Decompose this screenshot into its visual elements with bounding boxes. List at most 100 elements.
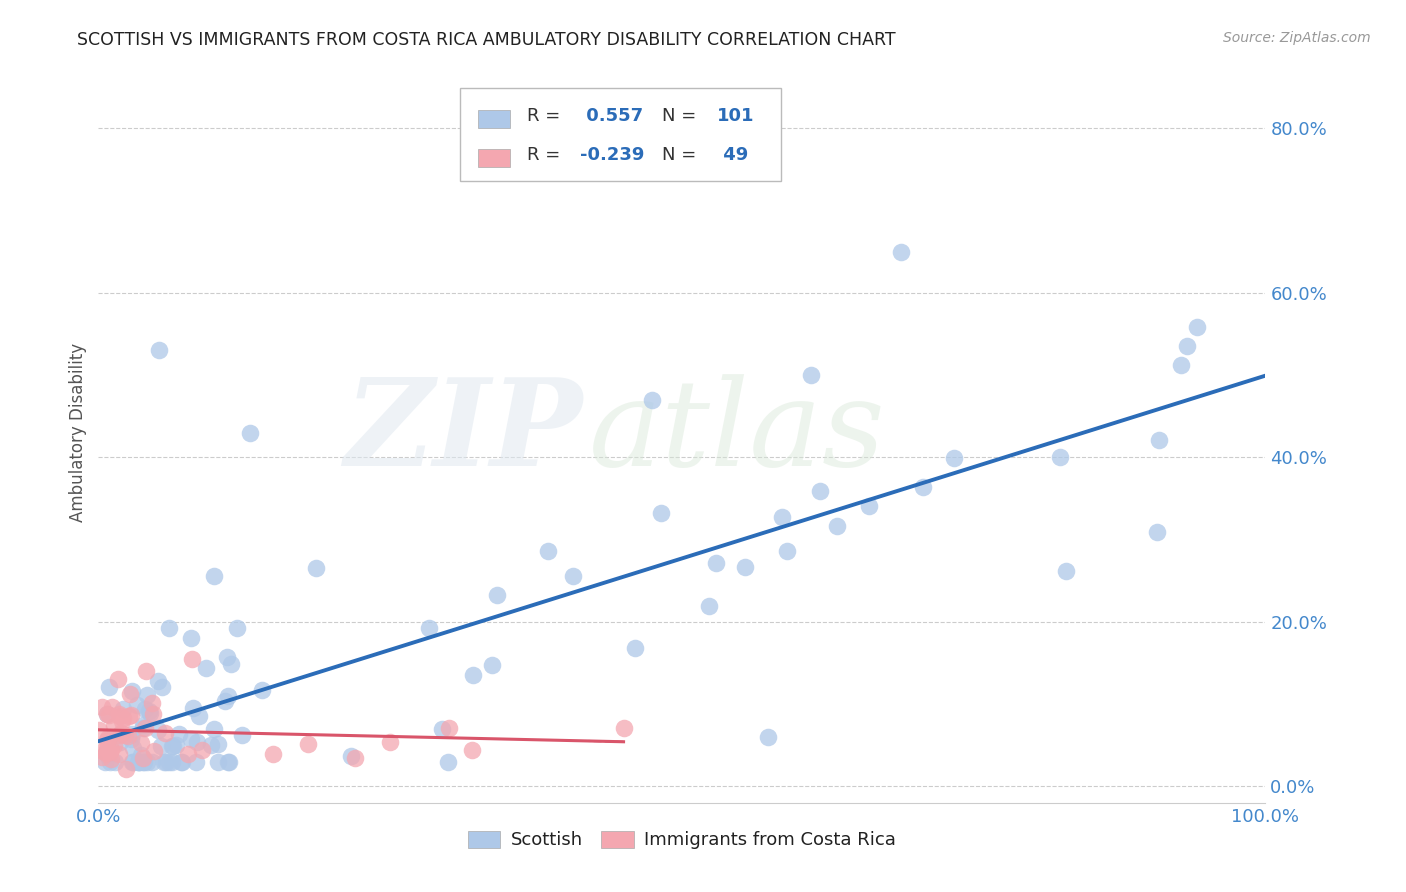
Immigrants from Costa Rica bbox=[613, 721, 636, 735]
Scottish bbox=[180, 631, 202, 645]
Text: R =: R = bbox=[527, 146, 560, 164]
Scottish bbox=[704, 556, 727, 570]
Immigrants from Costa Rica bbox=[100, 752, 122, 766]
Text: 0.557: 0.557 bbox=[581, 107, 644, 125]
Immigrants from Costa Rica bbox=[96, 742, 118, 756]
Immigrants from Costa Rica bbox=[96, 733, 118, 747]
Scottish bbox=[188, 709, 211, 723]
Scottish bbox=[132, 721, 155, 735]
Text: -0.239: -0.239 bbox=[581, 146, 645, 164]
Scottish bbox=[125, 698, 148, 712]
Y-axis label: Ambulatory Disability: Ambulatory Disability bbox=[69, 343, 87, 522]
Immigrants from Costa Rica bbox=[132, 751, 155, 765]
Scottish bbox=[252, 682, 274, 697]
Scottish bbox=[808, 483, 831, 498]
Text: 49: 49 bbox=[717, 146, 748, 164]
Immigrants from Costa Rica bbox=[297, 737, 319, 751]
Scottish bbox=[148, 343, 170, 358]
Text: N =: N = bbox=[662, 107, 696, 125]
Immigrants from Costa Rica bbox=[135, 664, 157, 678]
Scottish bbox=[200, 739, 222, 753]
Scottish bbox=[181, 701, 204, 715]
Scottish bbox=[96, 706, 118, 721]
Scottish bbox=[121, 731, 143, 746]
Scottish bbox=[121, 727, 143, 741]
Scottish bbox=[943, 450, 966, 465]
Immigrants from Costa Rica bbox=[110, 726, 132, 740]
Scottish bbox=[418, 621, 440, 635]
Scottish bbox=[217, 690, 239, 704]
Scottish bbox=[129, 747, 152, 762]
Scottish bbox=[132, 717, 155, 731]
Scottish bbox=[221, 657, 243, 672]
Scottish bbox=[214, 694, 236, 708]
Immigrants from Costa Rica bbox=[117, 729, 139, 743]
Scottish bbox=[697, 599, 720, 614]
Immigrants from Costa Rica bbox=[176, 747, 198, 762]
Scottish bbox=[1146, 525, 1168, 540]
Scottish bbox=[339, 748, 361, 763]
Scottish bbox=[562, 569, 585, 583]
Immigrants from Costa Rica bbox=[191, 743, 214, 757]
Immigrants from Costa Rica bbox=[103, 738, 125, 752]
Immigrants from Costa Rica bbox=[98, 745, 121, 759]
Immigrants from Costa Rica bbox=[380, 735, 402, 749]
Immigrants from Costa Rica bbox=[101, 700, 124, 714]
Scottish bbox=[890, 244, 912, 259]
Scottish bbox=[1149, 433, 1171, 447]
Scottish bbox=[146, 674, 169, 689]
FancyBboxPatch shape bbox=[478, 111, 510, 128]
Scottish bbox=[305, 560, 328, 574]
Scottish bbox=[825, 519, 848, 533]
Immigrants from Costa Rica bbox=[108, 709, 131, 723]
Scottish bbox=[152, 755, 174, 769]
Immigrants from Costa Rica bbox=[100, 742, 122, 756]
Scottish bbox=[207, 737, 229, 751]
Immigrants from Costa Rica bbox=[134, 721, 156, 735]
Immigrants from Costa Rica bbox=[91, 699, 114, 714]
Scottish bbox=[650, 506, 672, 520]
Scottish bbox=[141, 755, 163, 769]
Scottish bbox=[98, 755, 121, 769]
Scottish bbox=[770, 510, 793, 524]
Scottish bbox=[640, 392, 662, 407]
Scottish bbox=[536, 543, 558, 558]
Scottish bbox=[734, 560, 756, 574]
Scottish bbox=[218, 755, 240, 769]
Immigrants from Costa Rica bbox=[87, 723, 110, 738]
Scottish bbox=[1170, 358, 1192, 372]
Immigrants from Costa Rica bbox=[120, 687, 142, 701]
Scottish bbox=[97, 749, 120, 764]
Scottish bbox=[94, 755, 117, 769]
Scottish bbox=[430, 722, 453, 736]
Scottish bbox=[150, 680, 173, 694]
Scottish bbox=[134, 701, 156, 715]
Scottish bbox=[172, 755, 194, 769]
Immigrants from Costa Rica bbox=[111, 714, 134, 728]
Text: N =: N = bbox=[662, 146, 696, 164]
Scottish bbox=[215, 649, 238, 664]
FancyBboxPatch shape bbox=[460, 88, 782, 181]
Scottish bbox=[160, 755, 183, 769]
Scottish bbox=[160, 739, 183, 753]
Scottish bbox=[858, 499, 880, 513]
Scottish bbox=[157, 621, 180, 635]
Scottish bbox=[1054, 564, 1077, 578]
Scottish bbox=[162, 739, 184, 754]
Scottish bbox=[157, 755, 180, 769]
Legend: Scottish, Immigrants from Costa Rica: Scottish, Immigrants from Costa Rica bbox=[460, 823, 904, 856]
Text: Source: ZipAtlas.com: Source: ZipAtlas.com bbox=[1223, 31, 1371, 45]
Immigrants from Costa Rica bbox=[142, 707, 165, 722]
Scottish bbox=[132, 755, 155, 769]
Immigrants from Costa Rica bbox=[96, 733, 118, 747]
Scottish bbox=[800, 368, 823, 382]
Immigrants from Costa Rica bbox=[437, 721, 460, 735]
Scottish bbox=[186, 755, 208, 769]
Scottish bbox=[121, 755, 143, 769]
Scottish bbox=[136, 689, 159, 703]
Immigrants from Costa Rica bbox=[262, 747, 284, 762]
Immigrants from Costa Rica bbox=[103, 719, 125, 733]
Scottish bbox=[121, 683, 143, 698]
Scottish bbox=[96, 745, 118, 759]
Scottish bbox=[1175, 339, 1198, 353]
